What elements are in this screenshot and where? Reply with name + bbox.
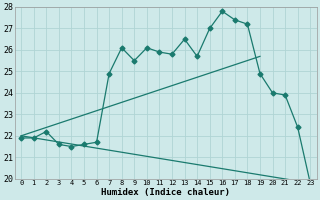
X-axis label: Humidex (Indice chaleur): Humidex (Indice chaleur) bbox=[101, 188, 230, 197]
